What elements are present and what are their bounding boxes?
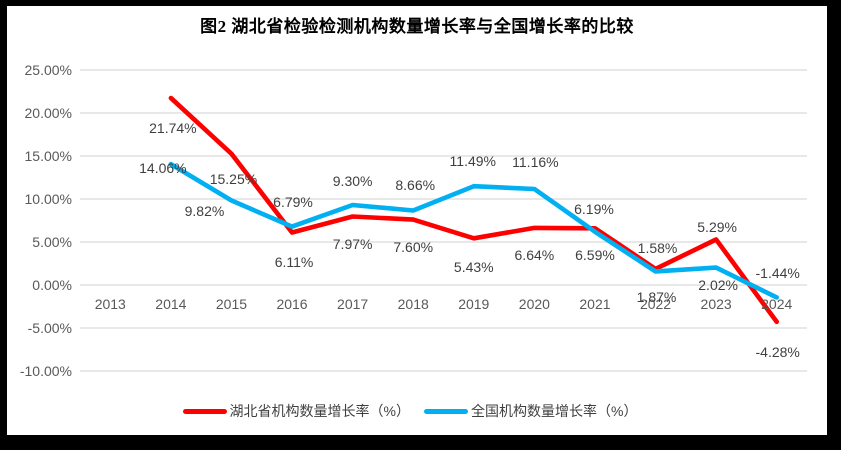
- x-axis-tick-label: 2018: [397, 296, 429, 312]
- data-label: 2.02%: [698, 276, 738, 293]
- x-axis-tick-label: 2021: [579, 296, 611, 312]
- data-label: 7.60%: [393, 238, 434, 255]
- x-axis-tick-label: 2016: [276, 296, 308, 312]
- x-axis-tick-label: 2020: [518, 296, 550, 312]
- y-axis-tick-label: 0.00%: [32, 277, 72, 293]
- legend-label: 全国机构数量增长率（%）: [471, 403, 638, 419]
- legend-line-swatch: [182, 408, 227, 414]
- y-axis-tick-label: 5.00%: [32, 234, 72, 250]
- legend-line-swatch: [424, 408, 468, 414]
- y-axis-tick-label: 20.00%: [24, 105, 72, 121]
- data-label: 15.25%: [209, 170, 258, 187]
- data-label: 6.59%: [575, 247, 615, 264]
- legend-item-national: 全国机构数量增长率（%）: [424, 401, 637, 421]
- y-axis-tick-label: -5.00%: [27, 320, 72, 336]
- data-label: 1.87%: [636, 288, 677, 305]
- data-label: 6.79%: [273, 193, 313, 210]
- x-axis-tick-label: 2024: [761, 296, 793, 312]
- chart-title: 图2 湖北省检验检测机构数量增长率与全国增长率的比较: [200, 17, 634, 36]
- y-axis-tick-label: 15.00%: [24, 148, 72, 164]
- series-line-hubei: [168, 95, 780, 325]
- x-axis-tick-label: 2013: [94, 296, 126, 312]
- legend: 湖北省机构数量增长率（%） 全国机构数量增长率（%）: [7, 401, 813, 421]
- y-axis-tick-label: -10.00%: [19, 363, 72, 379]
- x-axis-tick-label: 2014: [155, 296, 187, 312]
- data-label: 5.43%: [453, 259, 494, 276]
- data-label: 14.06%: [139, 160, 187, 177]
- x-axis-tick-label: 2015: [215, 296, 248, 312]
- y-axis-tick-label: 10.00%: [24, 191, 72, 207]
- data-label: 5.29%: [697, 218, 737, 235]
- legend-item-hubei: 湖北省机构数量增长率（%）: [182, 401, 410, 421]
- data-label: 1.58%: [637, 240, 678, 257]
- data-label: 9.30%: [332, 173, 373, 190]
- x-axis-tick-label: 2023: [700, 296, 732, 312]
- y-axis-tick-label: 25.00%: [24, 62, 72, 78]
- x-axis-tick-label: 2017: [337, 296, 369, 312]
- data-label: 6.11%: [274, 254, 314, 271]
- data-label: 11.16%: [512, 154, 559, 171]
- data-label: 9.82%: [184, 202, 225, 219]
- data-label: -4.28%: [755, 343, 800, 360]
- data-label: 8.66%: [395, 176, 436, 193]
- data-label: -1.44%: [755, 265, 800, 282]
- data-label: 6.19%: [574, 200, 614, 217]
- legend-label: 湖北省机构数量增长率（%）: [229, 403, 410, 419]
- x-axis-tick-label: 2019: [458, 296, 490, 312]
- data-label: 7.97%: [332, 236, 373, 253]
- x-axis-tick-label: 2022: [639, 296, 672, 312]
- data-label: 11.49%: [449, 153, 497, 170]
- data-label: 6.64%: [514, 246, 555, 263]
- series-line-national: [168, 161, 780, 300]
- data-label: 21.74%: [149, 120, 197, 137]
